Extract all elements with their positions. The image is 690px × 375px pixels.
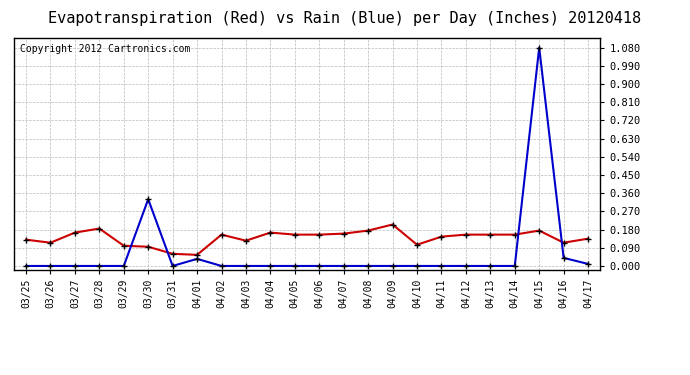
Text: Evapotranspiration (Red) vs Rain (Blue) per Day (Inches) 20120418: Evapotranspiration (Red) vs Rain (Blue) … [48, 11, 642, 26]
Text: Copyright 2012 Cartronics.com: Copyright 2012 Cartronics.com [19, 45, 190, 54]
